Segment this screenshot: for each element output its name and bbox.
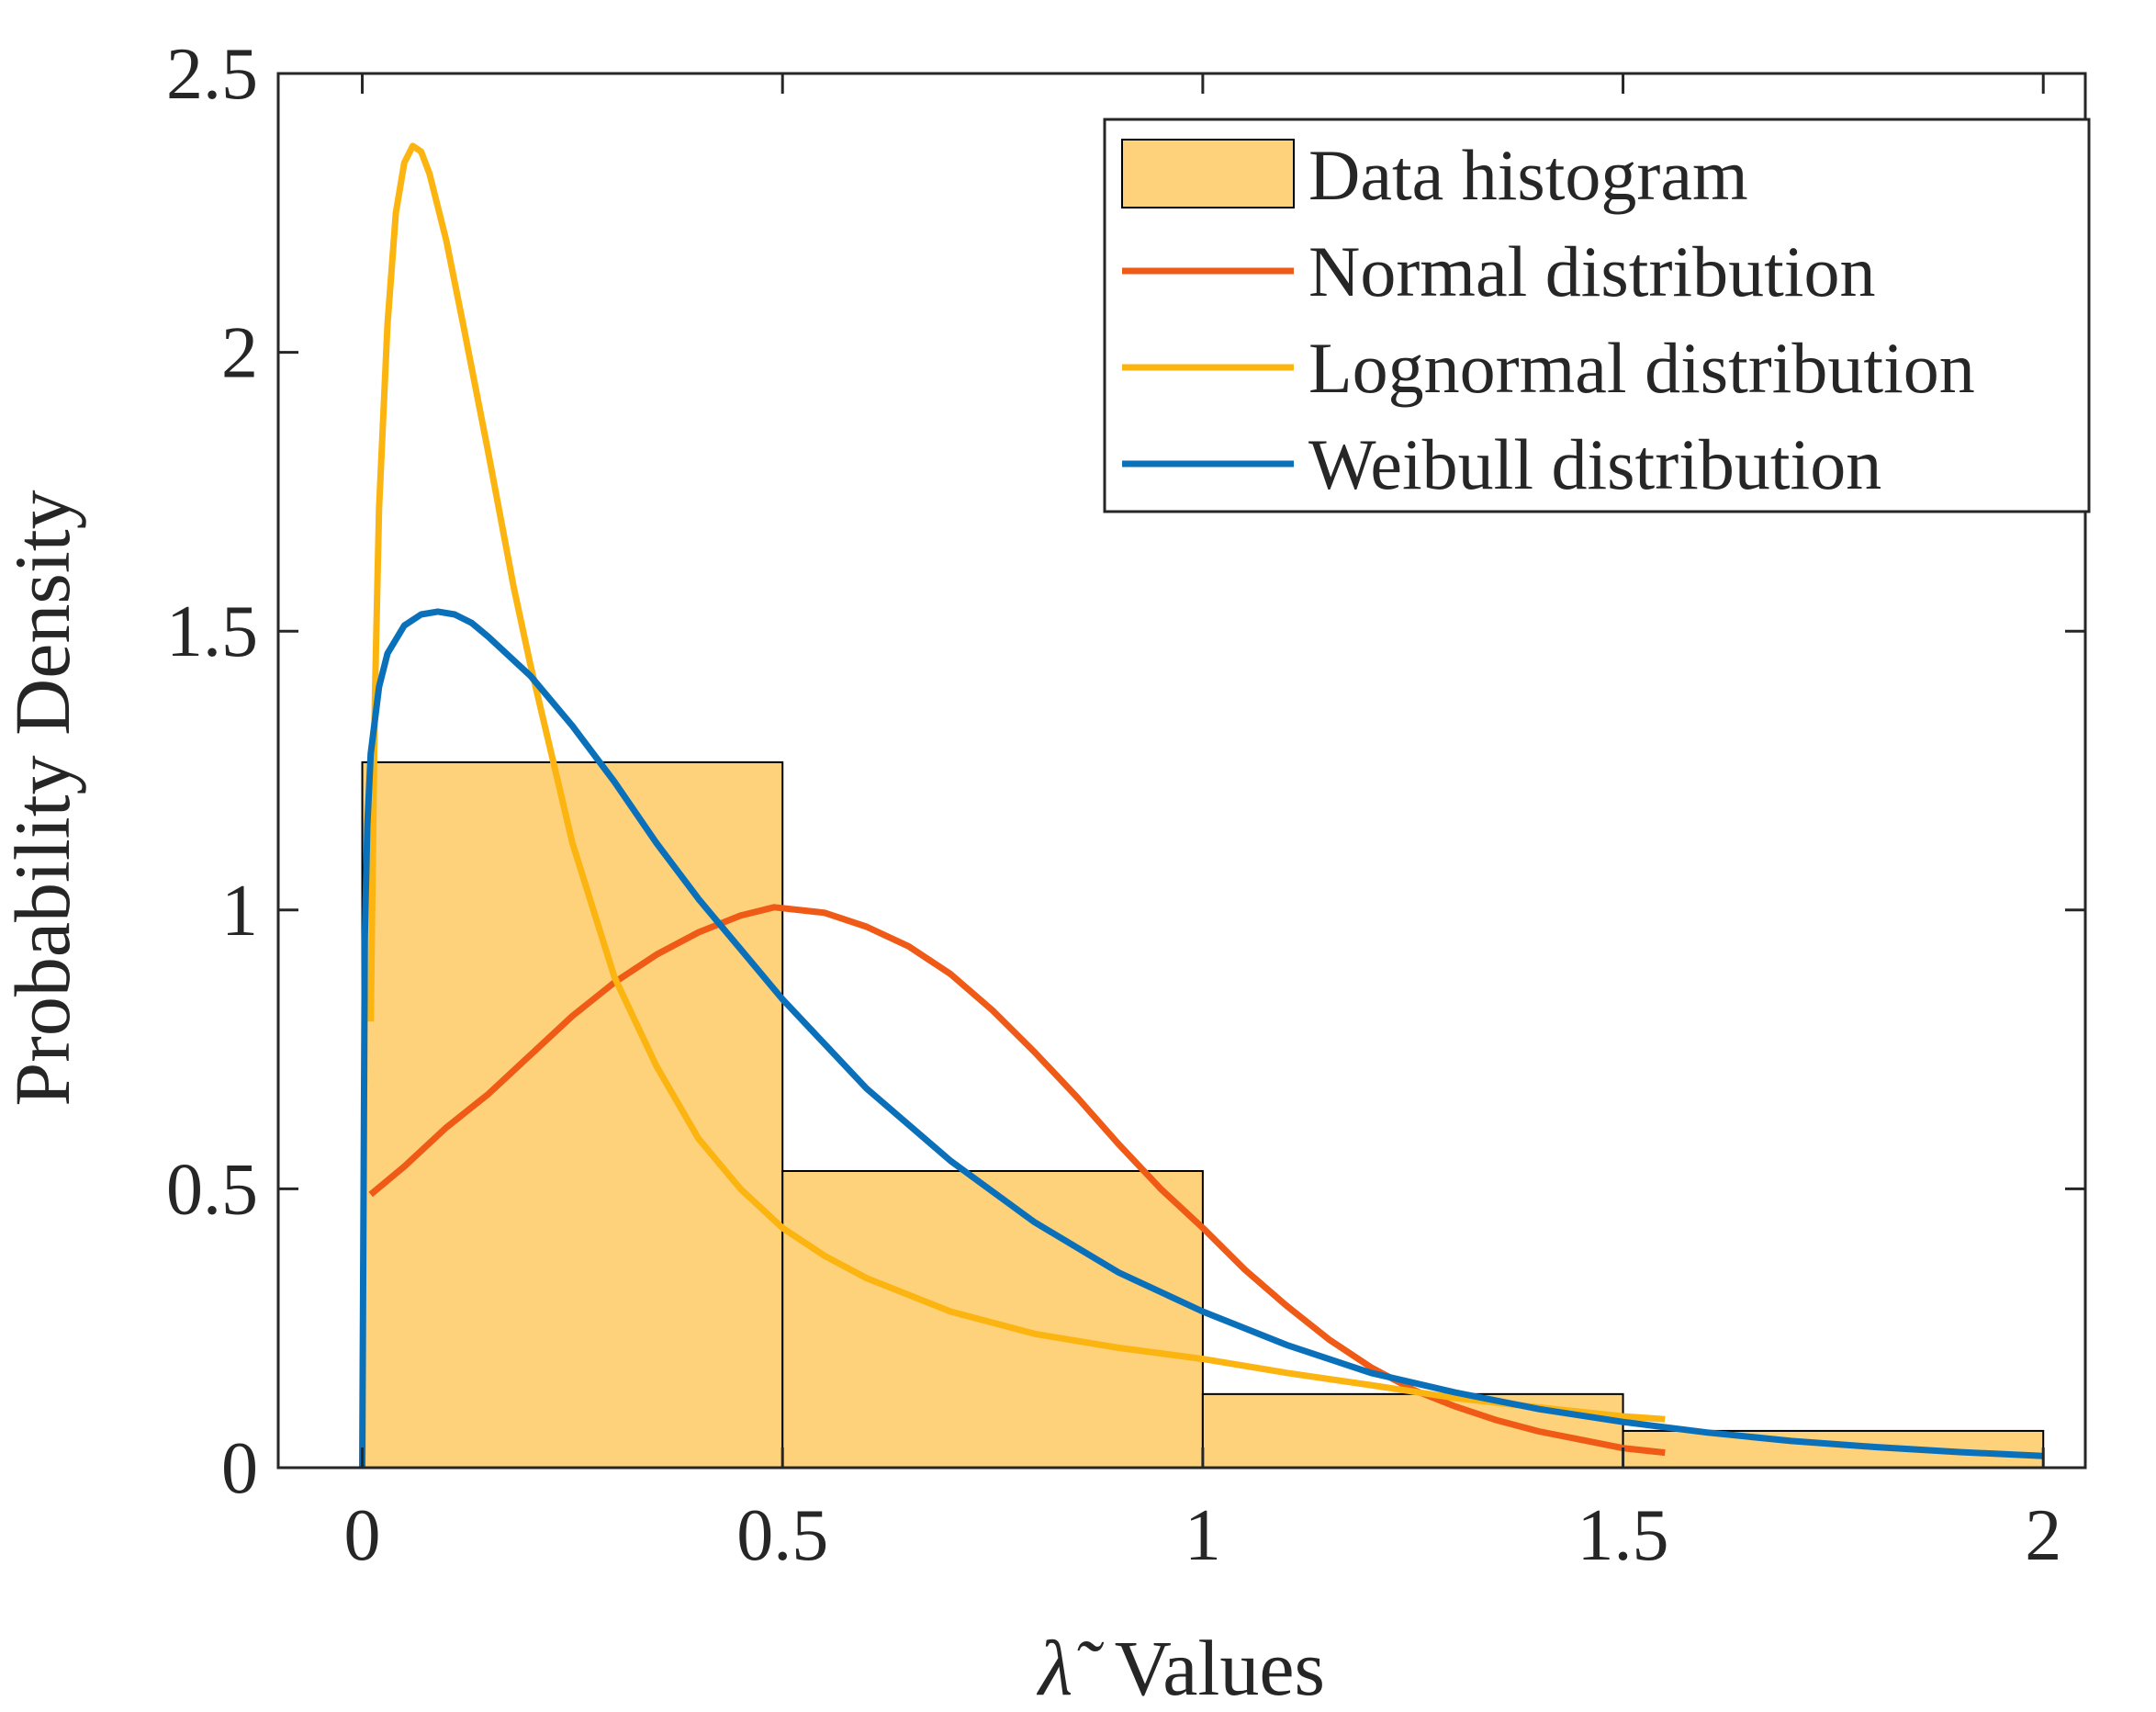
histogram-bar-0 — [361, 760, 784, 1469]
y-axis-label: Probability Density — [0, 490, 86, 1106]
y-tick-label: 1 — [221, 871, 258, 952]
weibull-curve — [359, 608, 2044, 1469]
y-tick-label: 0 — [221, 1428, 258, 1509]
lognormal-curve — [367, 142, 1666, 1423]
curve-layer — [359, 142, 2044, 1469]
legend-label-normal: Normal distribution — [1308, 231, 1875, 311]
y-tick-label: 2.5 — [166, 34, 258, 115]
x-axis-label: λ̃ Values — [1036, 1624, 1325, 1712]
legend-label-histogram: Data histogram — [1308, 135, 1748, 215]
histogram-bar-1 — [781, 1169, 1204, 1469]
x-axis-label-text: Values — [1115, 1624, 1325, 1712]
legend-label-lognormal: Lognormal distribution — [1308, 328, 1975, 408]
x-tick-label: 0.5 — [736, 1495, 828, 1576]
normal-curve — [368, 904, 1666, 1457]
x-tick-label: 2 — [2025, 1495, 2061, 1576]
legend: Data histogram Normal distribution Logno… — [1103, 118, 2091, 513]
y-tick-label: 1.5 — [166, 591, 258, 672]
y-tick-label: 0.5 — [166, 1149, 258, 1230]
x-tick-label: 1 — [1185, 1495, 1221, 1576]
histogram-bar-2 — [1201, 1392, 1624, 1470]
legend-swatch-histogram — [1121, 139, 1295, 208]
x-tick-label: 1.5 — [1578, 1495, 1669, 1576]
axes-box — [276, 72, 2087, 1470]
tick-layer: 0 0.5 1 1.5 2 0 0.5 1 1.5 2 2.5 — [166, 34, 2085, 1576]
legend-label-weibull: Weibull distribution — [1308, 424, 1881, 504]
y-tick-label: 2 — [221, 313, 258, 394]
x-tick-label: 0 — [344, 1495, 381, 1576]
histogram-bar-3 — [1622, 1429, 2045, 1470]
